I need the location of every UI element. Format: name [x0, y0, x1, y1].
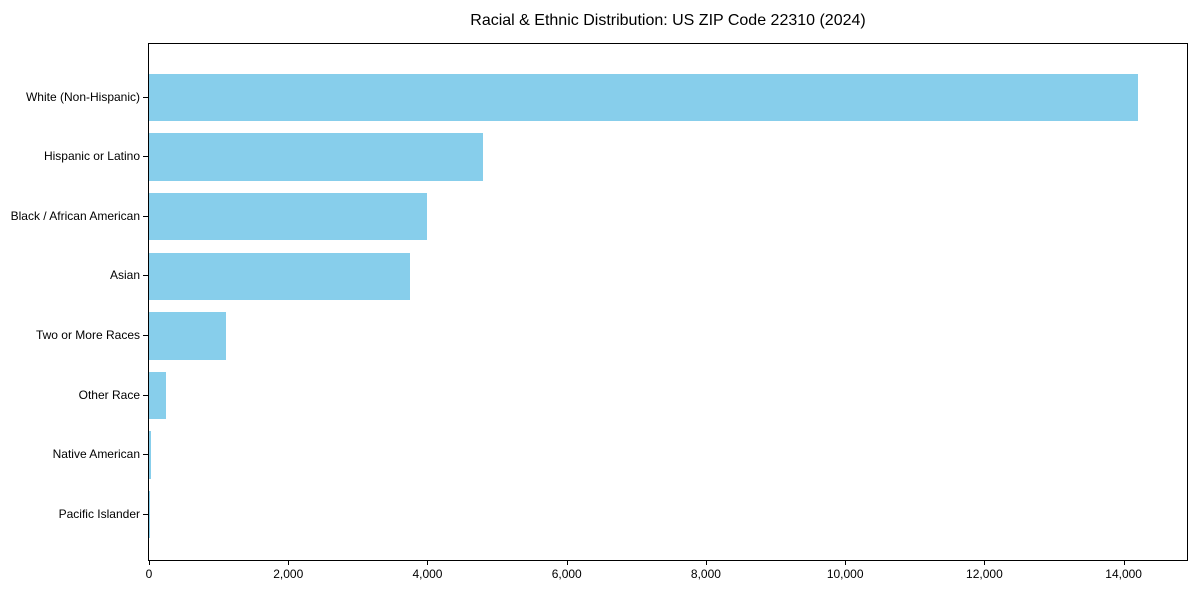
bar: [149, 431, 152, 479]
x-tick-label: 10,000: [826, 567, 864, 581]
x-tick-label: 0: [145, 567, 153, 581]
y-tick-label: White (Non-Hispanic): [25, 89, 140, 104]
y-tick-mark: [143, 513, 148, 515]
y-tick-mark: [143, 156, 148, 158]
y-tick-label: Hispanic or Latino: [43, 149, 140, 164]
plot-area: [148, 43, 1188, 561]
bar: [149, 192, 428, 241]
y-tick-label: Two or More Races: [35, 327, 140, 342]
x-tick-label: 8,000: [690, 567, 721, 581]
y-tick-label: Native American: [52, 447, 140, 462]
y-tick-mark: [143, 275, 148, 277]
x-tick-mark: [1123, 560, 1125, 565]
y-tick-label: Pacific Islander: [58, 506, 140, 521]
bar: [149, 133, 484, 181]
x-tick-mark: [845, 560, 847, 565]
x-tick-label: 2,000: [273, 567, 304, 581]
y-tick-mark: [143, 394, 148, 396]
chart-title: Racial & Ethnic Distribution: US ZIP Cod…: [470, 12, 866, 29]
bar: [149, 371, 167, 420]
x-tick-label: 12,000: [966, 567, 1003, 581]
y-tick-label: Other Race: [78, 387, 140, 402]
y-tick-mark: [143, 215, 148, 217]
bar: [149, 490, 150, 539]
y-tick-mark: [143, 334, 148, 336]
x-tick-mark: [984, 560, 986, 565]
y-tick-label: Black / African American: [10, 208, 140, 223]
bar: [149, 252, 411, 301]
x-tick-mark: [149, 560, 150, 565]
bar: [149, 73, 1138, 122]
y-tick-label: Asian: [109, 268, 140, 283]
x-tick-mark: [427, 560, 429, 565]
y-tick-mark: [143, 96, 148, 98]
x-tick-label: 6,000: [551, 567, 582, 581]
x-tick-mark: [288, 560, 290, 565]
x-tick-mark: [566, 560, 568, 565]
x-tick-label: 4,000: [412, 567, 443, 581]
x-tick-mark: [705, 560, 707, 565]
bar: [149, 312, 226, 360]
x-tick-label: 14,000: [1105, 567, 1142, 581]
y-tick-mark: [143, 454, 148, 456]
